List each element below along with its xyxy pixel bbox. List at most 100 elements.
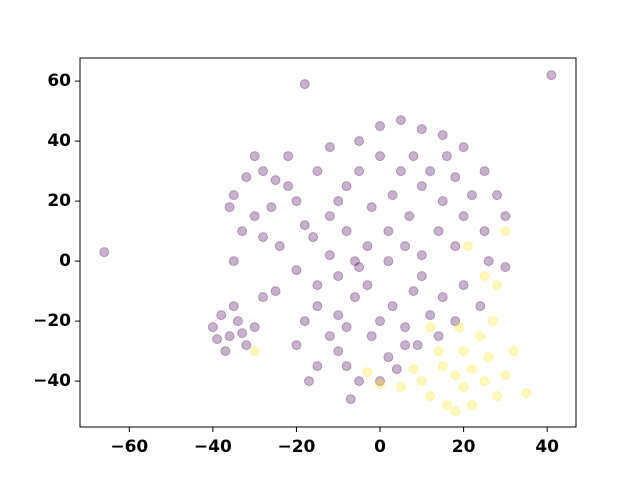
- point: [416, 376, 427, 387]
- x-tick-label: 40: [535, 437, 559, 457]
- point: [232, 316, 243, 327]
- point: [395, 382, 406, 393]
- point: [521, 388, 532, 399]
- point: [312, 166, 323, 177]
- x-tick-label: 20: [452, 437, 476, 457]
- y-tick-label: 40: [47, 131, 71, 151]
- point: [345, 394, 356, 405]
- point: [425, 322, 436, 333]
- point: [425, 310, 436, 321]
- point: [349, 256, 360, 267]
- point: [492, 190, 503, 201]
- point: [408, 364, 419, 375]
- point: [500, 370, 511, 381]
- y-tick-label: −40: [33, 371, 71, 391]
- point: [291, 265, 302, 276]
- point: [299, 220, 310, 231]
- point: [437, 361, 448, 372]
- point: [416, 250, 427, 261]
- point: [299, 316, 310, 327]
- point: [479, 226, 490, 237]
- point: [283, 181, 294, 192]
- point: [395, 166, 406, 177]
- point: [416, 124, 427, 135]
- point: [404, 211, 415, 222]
- point: [366, 331, 377, 342]
- point: [354, 166, 365, 177]
- point: [500, 226, 511, 237]
- point: [458, 280, 469, 291]
- point: [207, 322, 218, 333]
- point: [99, 247, 110, 258]
- point: [391, 364, 402, 375]
- point: [475, 301, 486, 312]
- point: [270, 286, 281, 297]
- point: [546, 70, 557, 81]
- point: [400, 322, 411, 333]
- point: [458, 346, 469, 357]
- point: [220, 346, 231, 357]
- point: [266, 202, 277, 213]
- point: [462, 241, 473, 252]
- point: [362, 367, 373, 378]
- point: [308, 232, 319, 243]
- x-tick-label: −20: [277, 437, 315, 457]
- point: [249, 346, 260, 357]
- point: [237, 328, 248, 339]
- x-tick-label: 0: [374, 437, 386, 457]
- point: [241, 172, 252, 183]
- point: [400, 340, 411, 351]
- point: [408, 286, 419, 297]
- point: [228, 301, 239, 312]
- point: [270, 175, 281, 186]
- point: [416, 271, 427, 282]
- point: [475, 331, 486, 342]
- point: [333, 271, 344, 282]
- point: [354, 376, 365, 387]
- point: [441, 151, 452, 162]
- point: [375, 151, 386, 162]
- point: [437, 292, 448, 303]
- point: [228, 256, 239, 267]
- y-tick-label: −20: [33, 311, 71, 331]
- point: [387, 301, 398, 312]
- point: [291, 196, 302, 207]
- point: [283, 151, 294, 162]
- point: [466, 190, 477, 201]
- point: [241, 340, 252, 351]
- point: [479, 166, 490, 177]
- point: [387, 190, 398, 201]
- point: [458, 211, 469, 222]
- point: [224, 331, 235, 342]
- point: [362, 280, 373, 291]
- point: [249, 151, 260, 162]
- point: [249, 211, 260, 222]
- point: [425, 166, 436, 177]
- point: [341, 322, 352, 333]
- point: [375, 316, 386, 327]
- point: [324, 331, 335, 342]
- point: [258, 166, 269, 177]
- plot-frame: [79, 57, 577, 428]
- point: [249, 322, 260, 333]
- point: [466, 400, 477, 411]
- point: [324, 142, 335, 153]
- point: [324, 211, 335, 222]
- point: [479, 271, 490, 282]
- point: [383, 226, 394, 237]
- point: [458, 142, 469, 153]
- y-tick-label: 20: [47, 191, 71, 211]
- point: [354, 136, 365, 147]
- point: [466, 364, 477, 375]
- point: [375, 376, 386, 387]
- point: [228, 190, 239, 201]
- point: [333, 196, 344, 207]
- point: [312, 361, 323, 372]
- point: [212, 334, 223, 345]
- point: [454, 322, 465, 333]
- point: [383, 256, 394, 267]
- point: [479, 376, 490, 387]
- point: [395, 115, 406, 126]
- point: [508, 346, 519, 357]
